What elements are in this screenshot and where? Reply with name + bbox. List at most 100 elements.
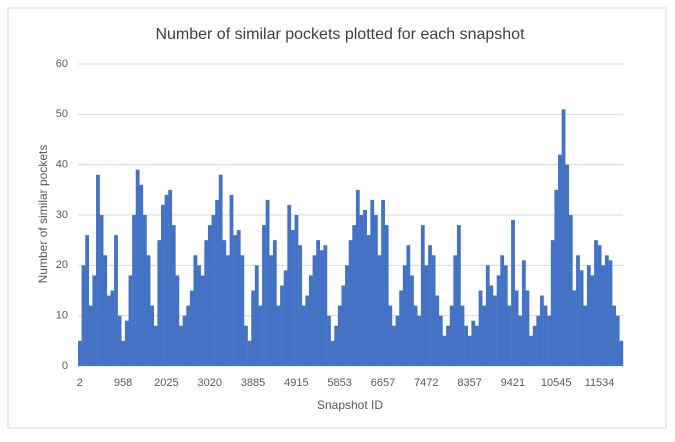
bar [139, 184, 144, 366]
bar [316, 240, 321, 366]
bar [312, 255, 317, 366]
x-axis-title: Snapshot ID [317, 398, 383, 412]
bar [543, 305, 548, 366]
y-tick-label: 40 [56, 159, 68, 171]
bar [81, 265, 86, 366]
bar [608, 260, 613, 366]
y-tick-label: 10 [56, 310, 68, 322]
bar [438, 315, 443, 366]
bar [604, 255, 609, 366]
bar [124, 320, 129, 366]
bar [381, 199, 385, 366]
bar [348, 240, 353, 366]
bar [168, 189, 173, 366]
bar [561, 109, 566, 367]
bar [507, 305, 512, 366]
bar [417, 315, 422, 366]
bar [384, 225, 389, 366]
bar [298, 245, 302, 366]
bar [424, 265, 429, 366]
bar [110, 290, 115, 366]
bar [121, 340, 126, 366]
bar [161, 204, 165, 366]
bar [373, 215, 378, 366]
bar [529, 335, 533, 366]
bar [262, 225, 266, 366]
bar [114, 235, 118, 366]
bar [200, 275, 205, 366]
y-tick-label: 60 [56, 58, 68, 70]
bar [500, 255, 505, 366]
bar [536, 315, 541, 366]
bar [554, 189, 559, 366]
bar [352, 225, 357, 366]
bar [514, 290, 519, 366]
bar [442, 335, 447, 366]
bar [511, 220, 515, 366]
x-tick-label: 7472 [414, 377, 438, 389]
bar [301, 305, 306, 366]
bar [503, 265, 508, 366]
bar [572, 290, 577, 366]
bar [244, 325, 248, 366]
bar [283, 270, 288, 366]
x-tick-label: 3885 [241, 377, 265, 389]
bar [171, 225, 176, 366]
bar [106, 295, 111, 366]
bar [128, 275, 133, 366]
x-tick-label: 4915 [284, 377, 308, 389]
bar [355, 189, 360, 366]
bar [323, 245, 328, 366]
bar [240, 255, 245, 366]
bar [410, 275, 414, 366]
bar [204, 240, 209, 366]
bar [619, 340, 624, 366]
bar [456, 225, 461, 366]
bar [363, 209, 367, 366]
x-tick-label: 2025 [154, 377, 178, 389]
y-tick-label: 0 [62, 360, 68, 372]
bar [370, 199, 375, 366]
bar [207, 225, 212, 366]
bar [449, 305, 454, 366]
bar [485, 265, 490, 366]
bar [464, 325, 469, 366]
bar [179, 325, 183, 366]
bar [402, 265, 407, 366]
bar [146, 255, 151, 366]
bar [395, 315, 400, 366]
bar [218, 174, 223, 366]
bar [521, 260, 526, 366]
y-axis-title: Number of similar pockets [36, 145, 50, 284]
bar [341, 285, 346, 366]
bar [489, 285, 494, 366]
bar [539, 295, 544, 366]
bar [225, 255, 230, 366]
bar [117, 315, 122, 366]
bar [565, 164, 570, 366]
bar [92, 275, 97, 366]
bar [366, 235, 371, 366]
bar [258, 305, 263, 366]
bar [327, 315, 331, 366]
bar [197, 265, 201, 366]
bar [493, 295, 497, 366]
x-tick-label: 6657 [371, 377, 395, 389]
bar [525, 290, 530, 366]
bar [601, 265, 606, 366]
bar [334, 325, 339, 366]
bar [265, 199, 270, 366]
bar [157, 240, 162, 366]
bar [547, 315, 552, 366]
chart-title: Number of similar pockets plotted for ea… [155, 26, 525, 43]
bar [99, 215, 104, 366]
bar [330, 340, 335, 366]
bar [496, 275, 501, 366]
bar [431, 255, 436, 366]
bar [247, 340, 252, 366]
bar [135, 169, 140, 366]
x-tick-label: 9421 [501, 377, 525, 389]
bar [182, 315, 187, 366]
x-tick-label: 3020 [197, 377, 221, 389]
bar [85, 235, 90, 366]
